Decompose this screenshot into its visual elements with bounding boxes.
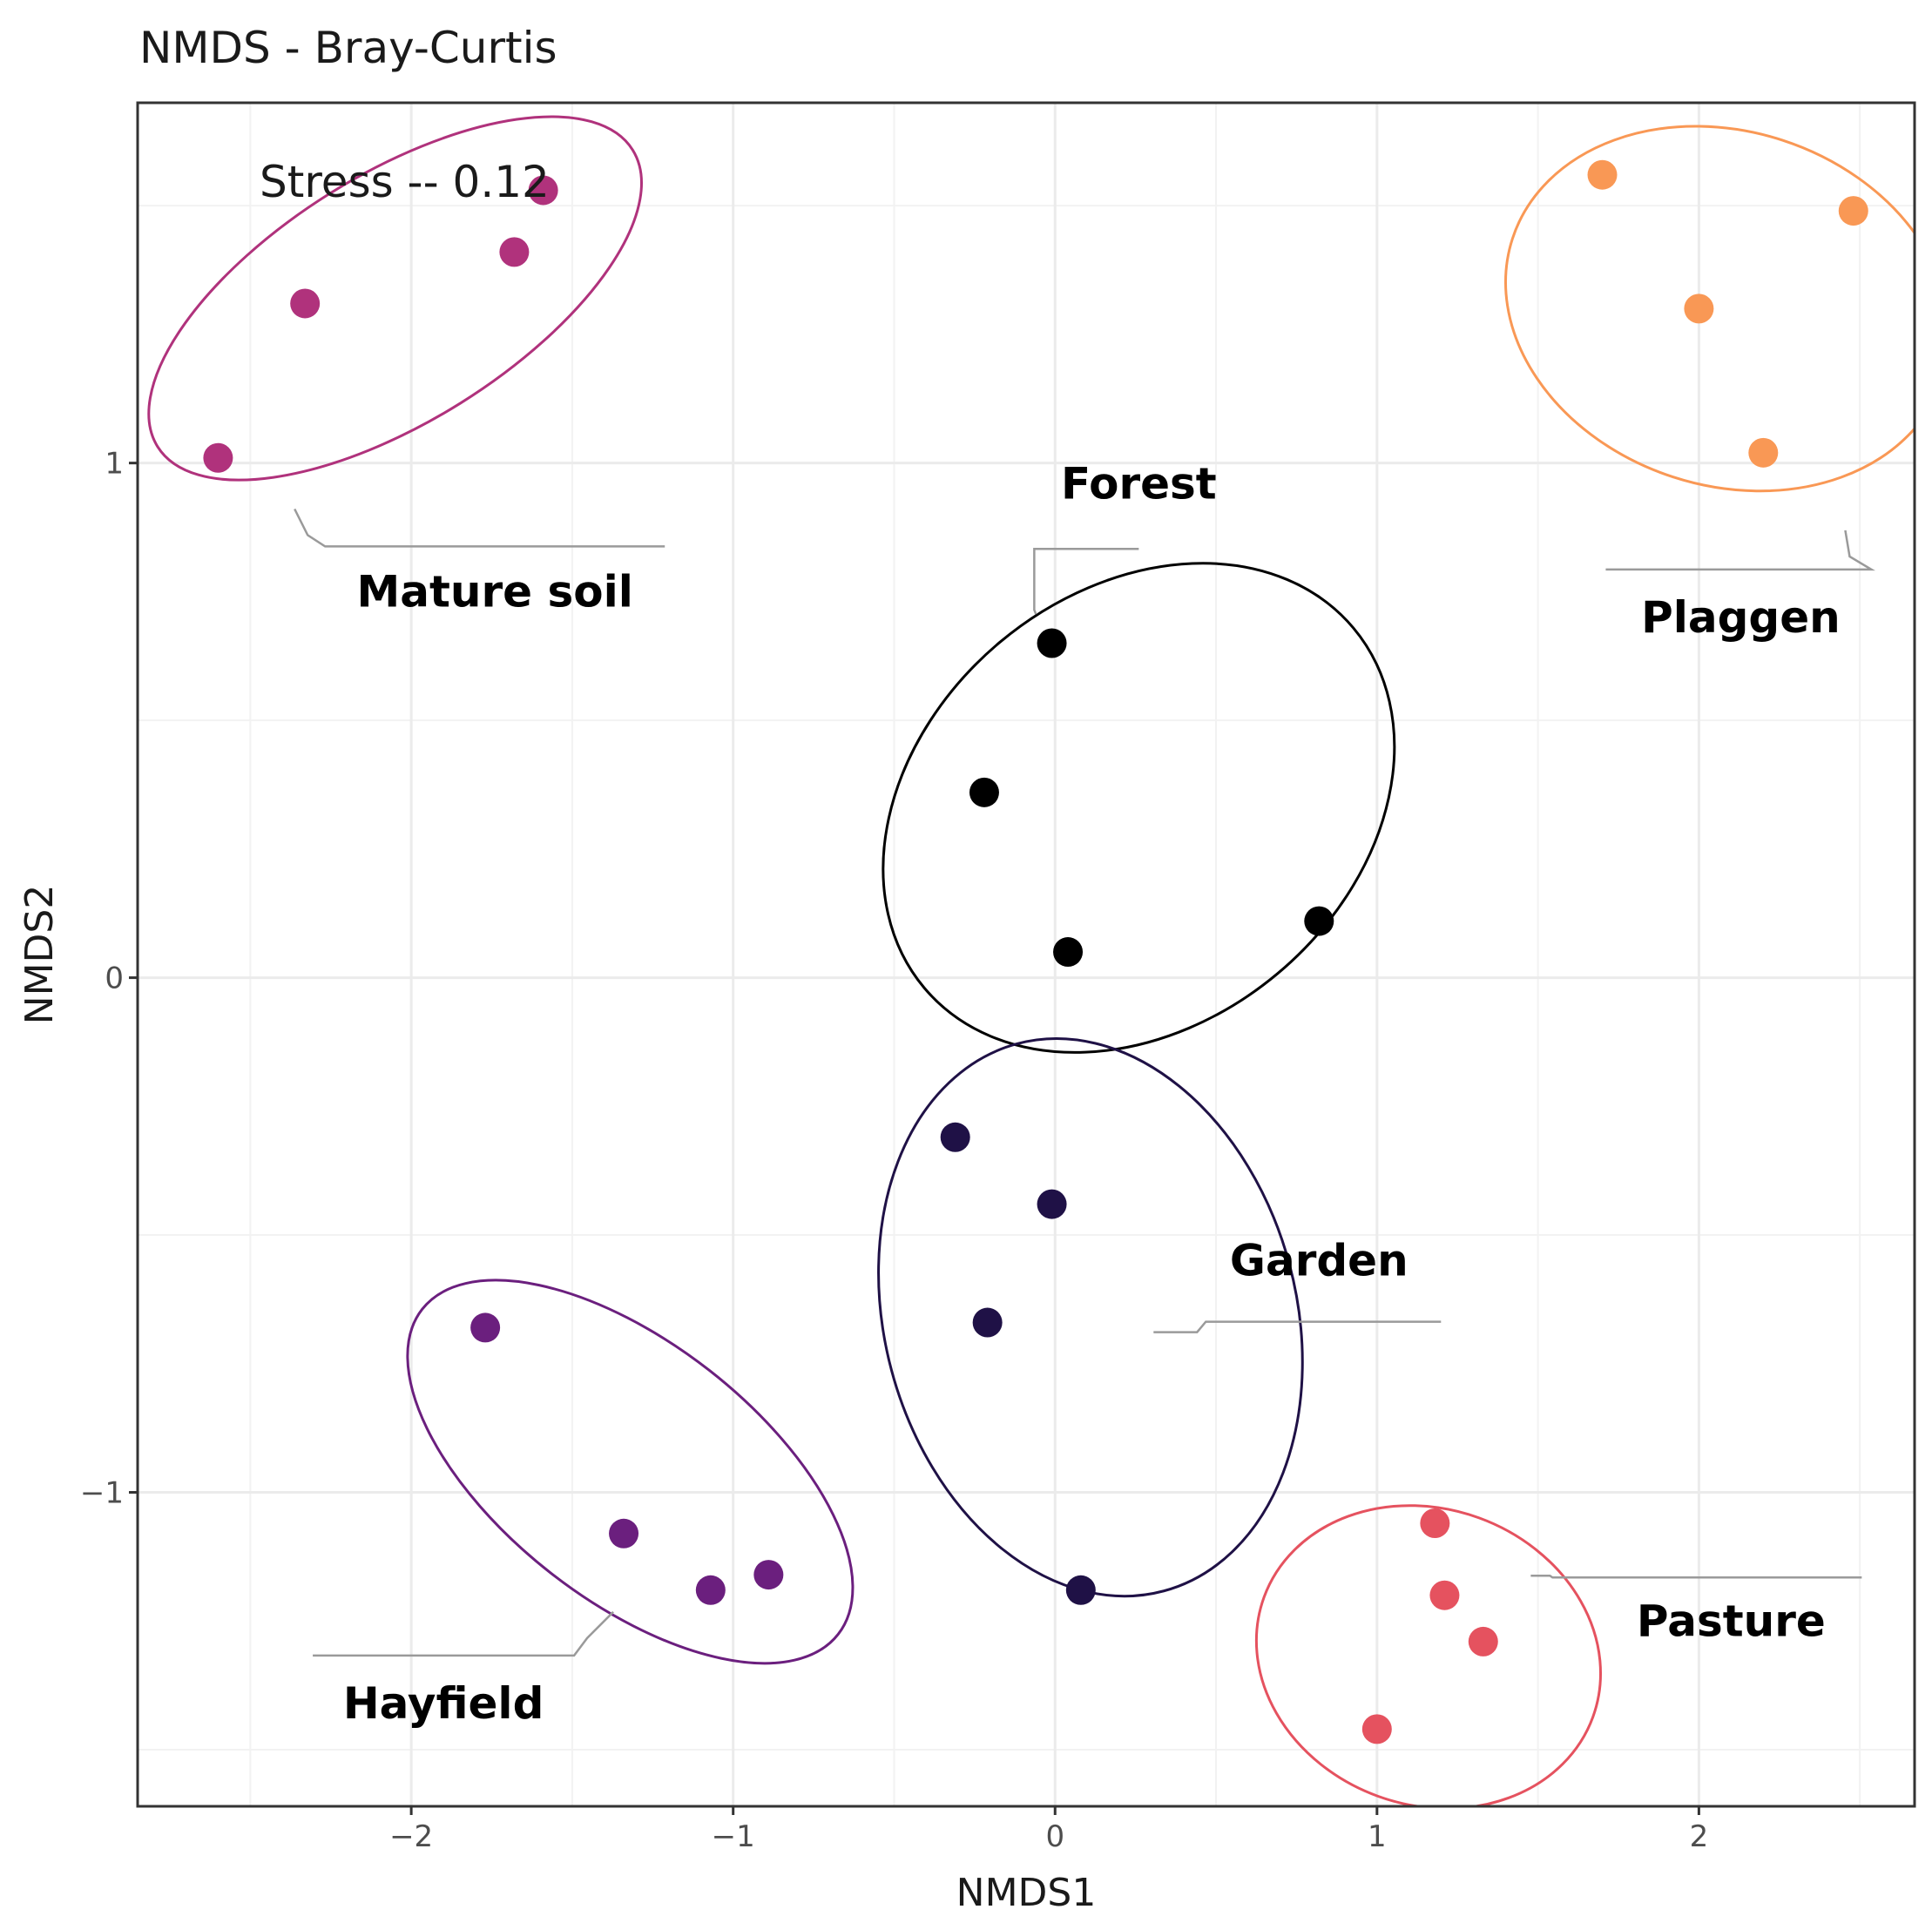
gridlines bbox=[138, 103, 1915, 1806]
leader-pasture bbox=[1530, 1575, 1862, 1579]
label-plaggen: Plaggen bbox=[1641, 592, 1841, 643]
point-hayfield bbox=[753, 1560, 784, 1590]
label-garden: Garden bbox=[1230, 1236, 1408, 1286]
data-points bbox=[203, 159, 1868, 1744]
y-tick-label: 1 bbox=[105, 447, 124, 482]
plot-panel-background bbox=[138, 103, 1915, 1806]
x-tick-label: −2 bbox=[389, 1819, 433, 1854]
leader-hayfield bbox=[313, 1610, 614, 1657]
point-pasture bbox=[1361, 1714, 1392, 1744]
leader-garden bbox=[1153, 1320, 1442, 1333]
ellipse-plaggen bbox=[1504, 125, 1915, 493]
leader-forest bbox=[1033, 548, 1139, 615]
point-hayfield bbox=[609, 1518, 639, 1549]
point-forest bbox=[1037, 628, 1067, 658]
ellipse-mature-soil bbox=[147, 115, 643, 482]
group-labels: Forest Garden Hayfield Mature soil Pasture Pl… bbox=[343, 458, 1841, 1729]
y-axis-title: NMDS2 bbox=[17, 885, 62, 1025]
point-mature-soil bbox=[203, 442, 233, 473]
point-forest bbox=[969, 777, 999, 807]
panel-fill bbox=[138, 103, 1915, 1806]
y-tick-label: −1 bbox=[80, 1476, 124, 1511]
panel-frame bbox=[136, 101, 1916, 1808]
y-axis-ticks: −1 0 1 bbox=[80, 447, 138, 1511]
point-mature-soil bbox=[499, 237, 530, 267]
ellipse-forest bbox=[882, 562, 1396, 1054]
point-garden bbox=[1037, 1189, 1067, 1219]
point-hayfield bbox=[695, 1575, 726, 1605]
point-garden bbox=[972, 1307, 1003, 1338]
x-tick-label: 1 bbox=[1368, 1819, 1387, 1854]
point-pasture bbox=[1468, 1626, 1498, 1656]
ellipse-pasture bbox=[1254, 1504, 1603, 1806]
point-plaggen bbox=[1587, 159, 1618, 190]
leader-mature-soil bbox=[294, 508, 665, 548]
label-pasture: Pasture bbox=[1637, 1596, 1826, 1646]
point-forest bbox=[1053, 937, 1084, 968]
x-tick-label: 0 bbox=[1045, 1819, 1064, 1854]
point-mature-soil bbox=[528, 175, 558, 206]
label-forest: Forest bbox=[1061, 458, 1217, 509]
point-hayfield bbox=[470, 1312, 501, 1343]
point-pasture bbox=[1420, 1508, 1450, 1538]
ellipse-hayfield bbox=[406, 1279, 855, 1665]
label-leader-lines bbox=[294, 508, 1875, 1657]
point-plaggen bbox=[1684, 294, 1714, 324]
leader-plaggen bbox=[1605, 530, 1875, 571]
chart-title: NMDS - Bray-Curtis bbox=[139, 23, 557, 73]
point-garden bbox=[940, 1122, 970, 1152]
stress-annotation: Stress -- 0.12 bbox=[260, 157, 550, 207]
y-tick-label: 0 bbox=[105, 962, 124, 996]
point-mature-soil bbox=[290, 288, 321, 319]
point-garden bbox=[1065, 1575, 1096, 1605]
x-axis-title: NMDS1 bbox=[956, 1871, 1097, 1915]
ellipse-garden bbox=[877, 1037, 1304, 1598]
x-tick-label: −1 bbox=[712, 1819, 755, 1854]
panel-border bbox=[136, 101, 1916, 1808]
point-pasture bbox=[1429, 1580, 1460, 1610]
group-ellipses bbox=[147, 115, 1915, 1806]
point-forest bbox=[1304, 906, 1334, 936]
x-axis-ticks: −2 −1 0 1 2 bbox=[389, 1806, 1708, 1854]
label-hayfield: Hayfield bbox=[343, 1678, 544, 1729]
point-plaggen bbox=[1838, 196, 1868, 226]
x-tick-label: 2 bbox=[1690, 1819, 1709, 1854]
point-plaggen bbox=[1748, 437, 1779, 468]
label-mature-soil: Mature soil bbox=[357, 566, 633, 617]
